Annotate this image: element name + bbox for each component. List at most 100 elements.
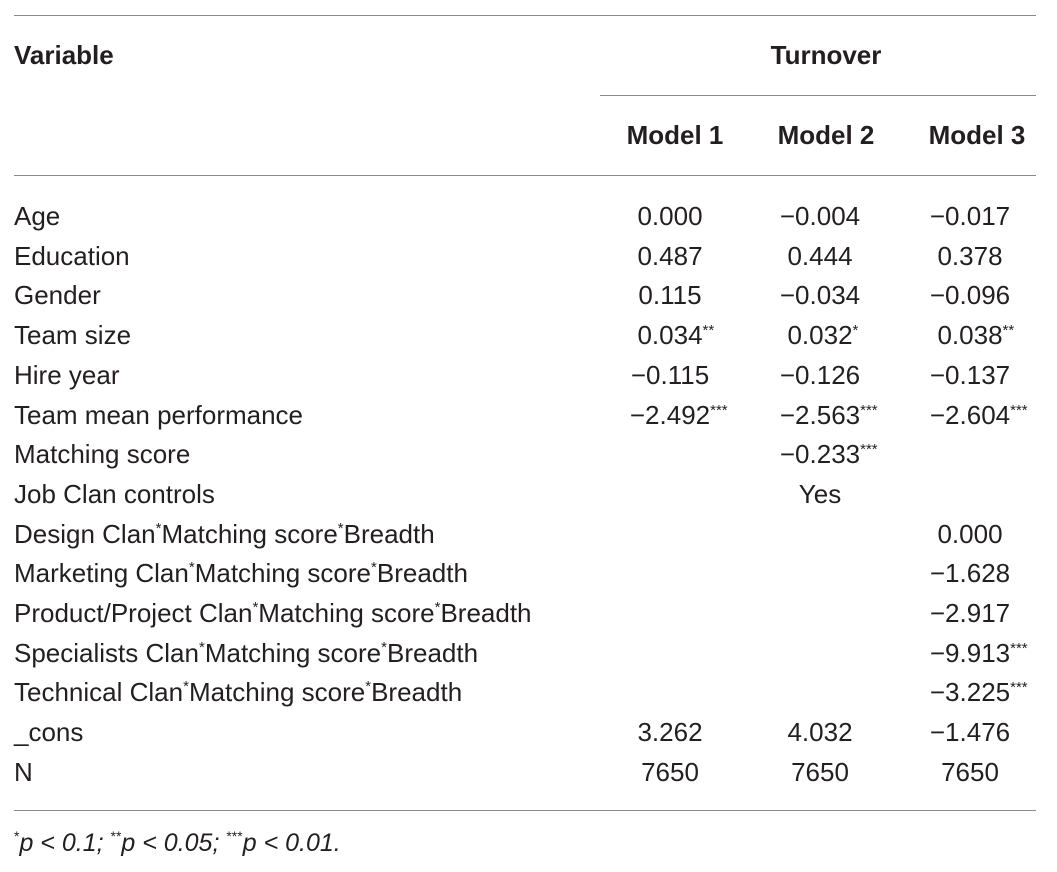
model-2-value: 7650 (791, 757, 849, 787)
model-1-header: Model 1 (626, 120, 724, 150)
coefficient: 0.444 (787, 240, 853, 271)
model-3-value: −0.137 (930, 360, 1010, 390)
model-2-value: 0.444 (787, 241, 852, 271)
label-text: Design Clan (14, 518, 156, 549)
significance-stars: *** (860, 401, 878, 419)
coefficient: 4.032 (787, 717, 853, 748)
coefficient: 0.038 (937, 320, 1003, 351)
model-3-value: −2.917 (930, 598, 1010, 628)
coefficient: −0.115 (630, 359, 710, 390)
row-label: Product/Project Clan*Matching score*Brea… (14, 598, 532, 628)
coefficient: 0.115 (638, 280, 702, 311)
row-label: Team mean performance (14, 399, 304, 430)
turnover-group-header: Turnover (770, 40, 882, 70)
model-2-value: Yes (799, 479, 841, 509)
footnote-asterisk: * (14, 828, 20, 844)
coefficient: 0.034 (637, 320, 703, 351)
coefficient: −0.233 (779, 439, 861, 470)
table-row: Age 0.000 −0.004 −0.017 (0, 201, 1057, 231)
model-1-value: −0.115 (631, 360, 709, 390)
label-asterisk: * (183, 678, 189, 696)
model-3-value: −0.096 (930, 280, 1010, 310)
significance-stars: ** (702, 322, 715, 340)
row-label: Technical Clan*Matching score*Breadth (14, 677, 462, 707)
significance-stars: *** (1010, 679, 1028, 697)
coefficient: Yes (798, 478, 842, 509)
table-row: _cons 3.262 4.032 −1.476 (0, 717, 1057, 747)
model-2-value: −0.004 (780, 201, 860, 231)
label-asterisk: * (252, 599, 259, 616)
label-text: Matching score (188, 677, 366, 708)
coefficient: −1.476 (929, 717, 1011, 748)
label-asterisk: * (198, 638, 205, 656)
coefficient: 7650 (791, 756, 849, 787)
table-row: Hire year −0.115 −0.126 −0.137 (0, 360, 1057, 390)
model-1-value: 0.115 (638, 280, 701, 310)
model-2-value: −0.034 (780, 280, 860, 310)
table-row: Matching score −0.233 *** (0, 439, 1057, 469)
coefficient: −9.913 (929, 637, 1011, 668)
label-text: Breadth (386, 637, 479, 668)
model-3-value: 0.000 (937, 519, 1002, 549)
label-text: Matching score (258, 598, 435, 628)
row-label: N (14, 756, 33, 787)
model-1-value: 0.487 (637, 241, 702, 271)
model-2-value: 4.032 (787, 717, 852, 747)
row-label: Design Clan*Matching score*Breadth (14, 519, 435, 549)
coefficient: −2.563 (779, 399, 861, 430)
coefficient: −3.225 (929, 677, 1011, 708)
footnote-asterisk: ** (110, 828, 122, 844)
model-1-value: −2.492 *** (629, 399, 728, 430)
label-asterisk: * (381, 638, 387, 656)
coefficient: 3.262 (637, 717, 703, 748)
significance-footnote: *p < 0.1; **p < 0.05; ***p < 0.01. (14, 828, 341, 858)
model-3-header: Model 3 (928, 120, 1026, 150)
model-3-value: −0.017 (930, 201, 1010, 231)
coefficient: −0.137 (929, 359, 1011, 390)
coefficient: 0.032 (787, 320, 853, 351)
model-3-value: 0.378 (937, 241, 1002, 271)
row-label: Age (14, 201, 61, 231)
table-row: N 7650 7650 7650 (0, 757, 1057, 787)
label-asterisk: * (371, 559, 377, 577)
label-text: Product/Project Clan (14, 598, 253, 628)
table-row: Job Clan controls Yes (0, 479, 1057, 509)
table-row: Technical Clan*Matching score*Breadth −3.… (0, 677, 1057, 707)
coefficient: 0.487 (637, 240, 703, 271)
significance-stars: *** (710, 401, 728, 419)
coefficient: −2.917 (929, 598, 1011, 628)
row-label: Gender (14, 280, 101, 311)
model-1-value: 0.000 (637, 201, 702, 231)
table-row: Specialists Clan*Matching score*Breadth −… (0, 638, 1057, 668)
model-2-value: −2.563 *** (779, 399, 878, 430)
footnote-asterisk: *** (226, 828, 243, 844)
model-3-value: 0.038 ** (937, 320, 1014, 351)
label-text: Breadth (343, 518, 435, 549)
significance-stars: *** (1010, 401, 1028, 419)
row-label: Specialists Clan*Matching score*Breadth (14, 638, 478, 668)
model-3-value: 7650 (941, 757, 999, 787)
model-3-value: −3.225 *** (929, 677, 1028, 708)
table-header-rule (14, 175, 1036, 176)
model-2-value: −0.233 *** (779, 439, 878, 470)
coefficient: 0.000 (937, 518, 1003, 549)
model-2-value: −0.126 (780, 360, 860, 390)
row-label: Job Clan controls (14, 478, 215, 509)
coefficient: −2.492 (629, 399, 711, 430)
label-asterisk: * (365, 678, 372, 696)
table-row: Team mean performance −2.492 *** −2.563 *** −… (0, 400, 1057, 430)
table-bottom-rule (14, 810, 1036, 811)
label-asterisk: * (434, 599, 441, 616)
label-text: Breadth (371, 677, 463, 708)
footnote-text: p < 0.1; (19, 829, 111, 857)
label-text: Matching score (204, 637, 382, 668)
row-label: _cons (14, 717, 84, 748)
label-text: Marketing Clan (14, 558, 189, 589)
label-asterisk: * (337, 519, 344, 537)
significance-stars: *** (860, 441, 878, 459)
model-3-value: −9.913 *** (929, 637, 1028, 668)
coefficient: −0.096 (929, 280, 1011, 311)
label-text: Specialists Clan (14, 637, 199, 668)
turnover-group-rule (600, 95, 1036, 96)
model-3-value: −1.628 (930, 558, 1010, 588)
